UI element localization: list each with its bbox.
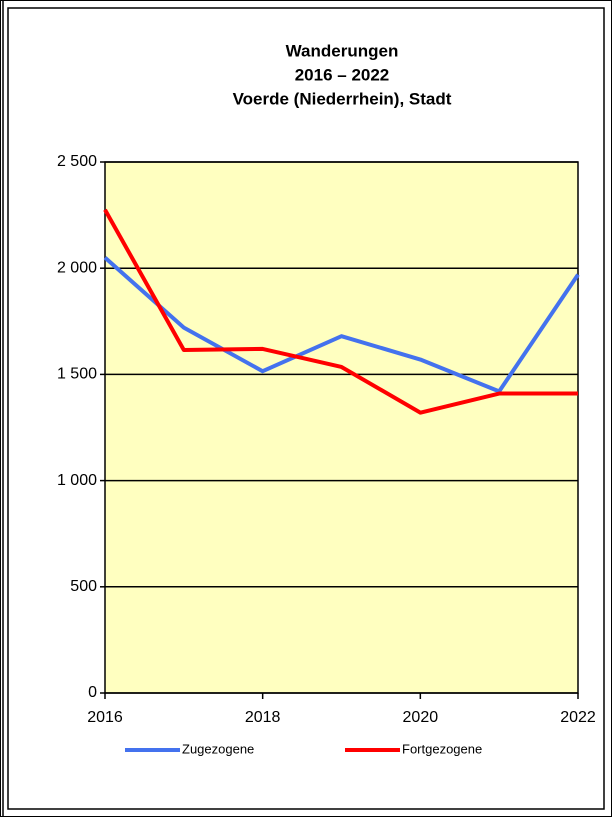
x-tick-label: 2020 <box>403 709 439 726</box>
chart-title: 2016 – 2022 <box>295 65 390 84</box>
chart-title: Wanderungen <box>286 41 399 60</box>
legend-label: Fortgezogene <box>402 741 482 756</box>
x-tick-label: 2018 <box>245 709 281 726</box>
series-line <box>103 256 580 394</box>
y-tick-label: 2 000 <box>57 259 97 276</box>
y-tick-label: 0 <box>88 684 97 701</box>
chart-title: Voerde (Niederrhein), Stadt <box>233 89 452 108</box>
y-tick-label: 500 <box>70 578 97 595</box>
y-tick-label: 1 000 <box>57 472 97 489</box>
x-tick-label: 2016 <box>87 709 123 726</box>
y-tick-label: 2 500 <box>57 153 97 170</box>
plot-border <box>104 161 579 694</box>
plot-area <box>105 162 578 693</box>
y-tick-label: 1 500 <box>57 366 97 383</box>
series-line <box>103 208 578 415</box>
x-tick-label: 2022 <box>560 709 596 726</box>
legend-label: Zugezogene <box>182 741 254 756</box>
inner-frame <box>7 7 605 810</box>
